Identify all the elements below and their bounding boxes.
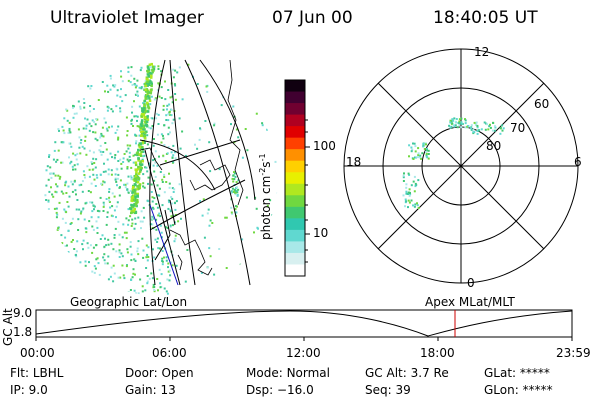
alt-ytick-low: 1.8	[13, 325, 33, 339]
info-glon: GLon: *****	[484, 383, 553, 397]
map-grid-lines	[139, 59, 256, 286]
altitude-curve	[35, 310, 573, 337]
polar-aurora	[402, 117, 505, 209]
mlt-label-12: 12	[474, 45, 490, 59]
info-ip: IP: 9.0	[10, 383, 48, 397]
time-label: 18:40:05 UT	[433, 8, 538, 28]
info-gcalt: GC Alt: 3.7 Re	[365, 366, 449, 380]
colorbar-ticks	[305, 119, 310, 263]
info-gain: Gain: 13	[125, 383, 176, 397]
info-seq: Seq: 39	[365, 383, 411, 397]
alt-ytick-high: 9.0	[13, 306, 33, 320]
altitude-plot	[35, 309, 573, 341]
mlt-label-6: 6	[574, 155, 582, 169]
alt-xtick-0: 00:00	[20, 346, 55, 360]
color-bar	[284, 79, 306, 277]
mlt-label-0: 0	[467, 276, 475, 290]
mlat-label-70: 70	[510, 121, 526, 135]
alt-xtick-1: 06:00	[152, 346, 187, 360]
instrument-title: Ultraviolet Imager	[50, 8, 204, 28]
info-door: Door: Open	[125, 366, 194, 380]
mlat-label-60: 60	[534, 97, 550, 111]
geographic-map	[44, 59, 278, 295]
colorbar-tick-10: 10	[313, 226, 329, 240]
geographic-label: Geographic Lat/Lon	[70, 295, 188, 309]
polar-plot	[343, 48, 579, 284]
info-dsp: Dsp: −16.0	[246, 383, 314, 397]
orbit-track	[149, 204, 179, 286]
info-flt: Flt: LBHL	[10, 366, 64, 380]
mlat-label-80: 80	[486, 139, 502, 153]
coastline	[139, 59, 244, 276]
colorbar-unit-label: photon cm-2s-1	[258, 153, 273, 240]
date-label: 07 Jun 00	[272, 8, 353, 28]
mlt-label-18: 18	[346, 155, 362, 169]
alt-xtick-4: 23:59	[556, 346, 591, 360]
alt-xtick-3: 18:00	[420, 346, 455, 360]
apex-label: Apex MLat/MLT	[425, 295, 515, 309]
info-mode: Mode: Normal	[246, 366, 330, 380]
info-glat: GLat: *****	[484, 366, 550, 380]
alt-xtick-2: 12:00	[286, 346, 321, 360]
colorbar-tick-100: 100	[313, 139, 336, 153]
